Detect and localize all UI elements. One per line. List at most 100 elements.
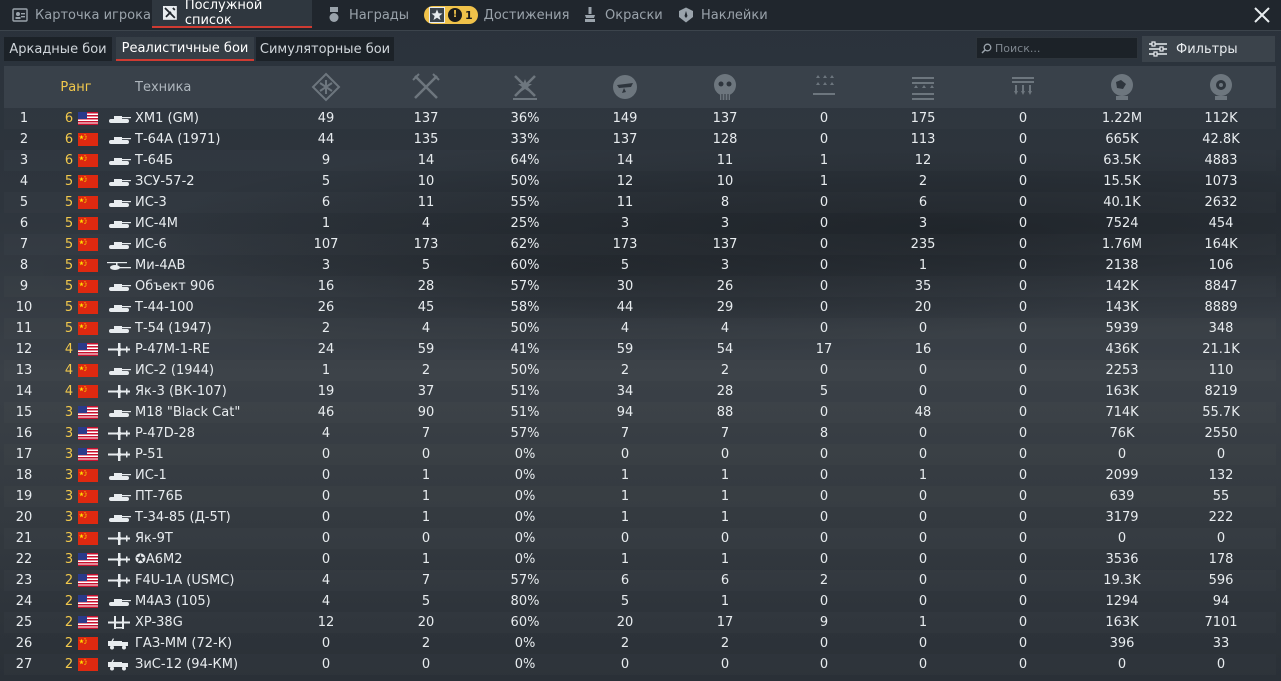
table-row[interactable]: 5 5 ИС-3 6 11 55% 11 8 0 6 0 40.1K 2632: [4, 192, 1276, 213]
ship-kills-value: 0: [1018, 342, 1028, 357]
table-row[interactable]: 18 3 ИС-1 0 1 0% 1 1 0 1 0 2099 132: [4, 465, 1276, 486]
tab-achievements[interactable]: ! 1 Достижения: [424, 0, 569, 30]
table-row[interactable]: 23 2 F4U-1A (USMC) 4 7 57% 6 6 2 0 0 19.3K 596: [4, 570, 1276, 591]
ground-kills-value: 128: [712, 132, 738, 147]
tab-decals[interactable]: Наклейки: [678, 0, 768, 30]
ship-kills-icon[interactable]: [983, 66, 1063, 108]
vehicle-name[interactable]: M18 "Black Cat": [135, 405, 241, 420]
vehicle-name[interactable]: ИС-2 (1944): [135, 363, 215, 378]
air-ground-kills-icon[interactable]: [883, 66, 963, 108]
table-row[interactable]: 14 4 Як-3 (ВК-107) 19 37 51% 34 28 5 0 0 163K 8219: [4, 381, 1276, 402]
vehicle-name[interactable]: Т-54 (1947): [135, 321, 212, 336]
tab-arcade[interactable]: Аркадные бои: [4, 37, 112, 61]
victories-value: 0%: [514, 510, 536, 525]
naval-kills-icon[interactable]: [784, 66, 864, 108]
tab-service-record[interactable]: Послужной список: [152, 0, 312, 28]
vehicle-name[interactable]: F4U-1A (USMC): [135, 573, 235, 588]
tab-player-card[interactable]: Карточка игрока: [12, 0, 151, 30]
vehicle-name[interactable]: Як-9Т: [135, 531, 173, 546]
search-input[interactable]: Поиск...: [976, 37, 1138, 59]
naval-kills-value: 1: [819, 174, 829, 189]
vehicle-name[interactable]: Объект 906: [135, 279, 215, 294]
respawns-value: 28: [417, 279, 435, 294]
activity-value: 0: [1117, 447, 1127, 462]
vehicle-name[interactable]: ГАЗ-ММ (72-К): [135, 636, 233, 651]
vehicle-name[interactable]: M4A3 (105): [135, 594, 211, 609]
research-value: 1073: [1204, 174, 1238, 189]
table-row[interactable]: 26 2 ГАЗ-ММ (72-К) 0 2 0% 2 2 0 0 0 396 33: [4, 633, 1276, 654]
air-kills-value: 1: [620, 468, 630, 483]
battles-value: 9: [321, 153, 331, 168]
table-row[interactable]: 8 5 Ми-4АВ 3 5 60% 5 3 0 1 0 2138 106: [4, 255, 1276, 276]
china-flag-icon: [78, 637, 98, 650]
vehicle-name[interactable]: ИС-4М: [135, 216, 178, 231]
naval-kills-value: 17: [815, 342, 833, 357]
vehicle-name[interactable]: Т-44-100: [135, 300, 194, 315]
vehicle-name[interactable]: XP-38G: [135, 615, 183, 630]
table-row[interactable]: 17 3 P-51 0 0 0% 0 0 0 0 0 0 0: [4, 444, 1276, 465]
vehicle-name[interactable]: ИС-1: [135, 468, 167, 483]
vehicle-name[interactable]: P-51: [135, 447, 164, 462]
victories-value: 50%: [510, 321, 540, 336]
filters-button[interactable]: Фильтры: [1142, 36, 1275, 62]
air-kills-value: 3: [620, 216, 630, 231]
vehicle-name[interactable]: ЗСУ-57-2: [135, 174, 195, 189]
table-row[interactable]: 21 3 Як-9Т 0 0 0% 0 0 0 0 0 0 0: [4, 528, 1276, 549]
vehicle-name[interactable]: XM1 (GM): [135, 111, 199, 126]
vehicle-name[interactable]: P-47D-28: [135, 426, 196, 441]
research-value: 8219: [1204, 384, 1238, 399]
vehicle-name[interactable]: Ми-4АВ: [135, 258, 186, 273]
victories-icon[interactable]: [485, 66, 565, 108]
activity-icon[interactable]: [1082, 66, 1162, 108]
table-row[interactable]: 10 5 Т-44-100 26 45 58% 44 29 0 20 0 143K 8889: [4, 297, 1276, 318]
vehicle-name[interactable]: Т-34-85 (Д-5Т): [135, 510, 231, 525]
ground-kills-value: 8: [720, 195, 730, 210]
vehicle-name[interactable]: Як-3 (ВК-107): [135, 384, 227, 399]
table-row[interactable]: 15 3 M18 "Black Cat" 46 90 51% 94 88 0 48 0 714K 55.…: [4, 402, 1276, 423]
vehicle-name[interactable]: ИС-6: [135, 237, 167, 252]
table-row[interactable]: 20 3 Т-34-85 (Д-5Т) 0 1 0% 1 1 0 0 0 3179 222: [4, 507, 1276, 528]
ground-kills-value: 1: [720, 510, 730, 525]
table-row[interactable]: 7 5 ИС-6 107 173 62% 173 137 0 235 0 1.76M 164K: [4, 234, 1276, 255]
tab-simulator[interactable]: Симуляторные бои: [256, 37, 394, 61]
respawns-icon[interactable]: [386, 66, 466, 108]
vehicle-name[interactable]: ЗиС-12 (94-КМ): [135, 657, 239, 672]
header-vehicle[interactable]: Техника: [135, 79, 192, 95]
table-row[interactable]: 22 3 ✪A6M2 0 1 0% 1 1 0 0 0 3536 178: [4, 549, 1276, 570]
table-row[interactable]: 24 2 M4A3 (105) 4 5 80% 5 1 0 0 0 1294 94: [4, 591, 1276, 612]
ground-kills-icon[interactable]: [685, 66, 765, 108]
table-row[interactable]: 19 3 ПТ-76Б 0 1 0% 1 1 0 0 0 639 55: [4, 486, 1276, 507]
ship-kills-value: 0: [1018, 174, 1028, 189]
tab-realistic[interactable]: Реалистичные бои: [116, 37, 254, 61]
vehicle-name[interactable]: Т-64А (1971): [135, 132, 221, 147]
vehicle-name[interactable]: ПТ-76Б: [135, 489, 183, 504]
activity-value: 3179: [1105, 510, 1139, 525]
table-row[interactable]: 4 5 ЗСУ-57-2 5 10 50% 12 10 1 2 0 15.5K 1073: [4, 171, 1276, 192]
table-row[interactable]: 2 6 Т-64А (1971) 44 135 33% 137 128 0 113 0 665K 42.…: [4, 129, 1276, 150]
table-row[interactable]: 6 5 ИС-4М 1 4 25% 3 3 0 3 0 7524 454: [4, 213, 1276, 234]
table-row[interactable]: 16 3 P-47D-28 4 7 57% 7 7 8 0 0 76K 2550: [4, 423, 1276, 444]
battles-icon[interactable]: [286, 66, 366, 108]
air-kills-icon[interactable]: [585, 66, 665, 108]
table-row[interactable]: 3 6 Т-64Б 9 14 64% 14 11 1 12 0 63.5K 4883: [4, 150, 1276, 171]
table-row[interactable]: 25 2 XP-38G 12 20 60% 20 17 9 1 0 163K 7101: [4, 612, 1276, 633]
vehicle-name[interactable]: ✪A6M2: [135, 552, 183, 567]
table-row[interactable]: 27 2 ЗиС-12 (94-КМ) 0 0 0% 0 0 0 0 0 0 0: [4, 654, 1276, 675]
close-button[interactable]: [1251, 4, 1273, 26]
ship-kills-value: 0: [1018, 447, 1028, 462]
header-rank[interactable]: Ранг: [60, 79, 92, 95]
table-row[interactable]: 9 5 Объект 906 16 28 57% 30 26 0 35 0 142K 8847: [4, 276, 1276, 297]
table-row[interactable]: 11 5 Т-54 (1947) 2 4 50% 4 4 0 0 0 5939 348: [4, 318, 1276, 339]
tab-label: Окраски: [605, 7, 663, 23]
table-row[interactable]: 1 6 XM1 (GM) 49 137 36% 149 137 0 175 0 1.22M 112K: [4, 108, 1276, 129]
research-icon[interactable]: [1181, 66, 1261, 108]
rank-value: 5: [64, 321, 74, 336]
table-row[interactable]: 13 4 ИС-2 (1944) 1 2 50% 2 2 0 0 0 2253 110: [4, 360, 1276, 381]
tab-awards[interactable]: Награды: [326, 0, 409, 30]
tab-camouflages[interactable]: Окраски: [582, 0, 663, 30]
vehicle-name[interactable]: ИС-3: [135, 195, 167, 210]
vehicle-name[interactable]: Т-64Б: [135, 153, 174, 168]
research-value: 94: [1212, 594, 1230, 609]
table-row[interactable]: 12 4 P-47M-1-RE 24 59 41% 59 54 17 16 0 436K 21.1K: [4, 339, 1276, 360]
vehicle-name[interactable]: P-47M-1-RE: [135, 342, 210, 357]
